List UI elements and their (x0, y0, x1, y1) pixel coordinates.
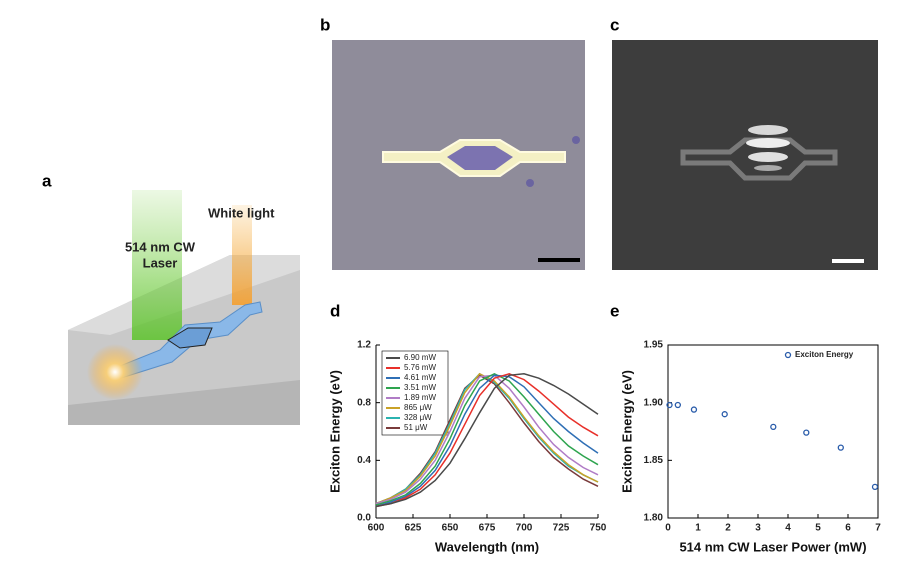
legend-box (381, 350, 449, 436)
data-point (837, 444, 844, 451)
spectrum-line (375, 374, 599, 505)
y-tick-label: 1.95 (644, 340, 664, 351)
spectrum-line (375, 372, 599, 506)
y-tick-label: 1.2 (357, 340, 371, 351)
x-tick-label: 5 (815, 523, 821, 534)
y-axis-label: Exciton Energy (eV) (619, 370, 634, 493)
x-tick-label: 6 (845, 523, 851, 534)
pl-image (612, 40, 878, 270)
panel-label: c (610, 15, 619, 34)
legend-label: 328 μW (404, 413, 432, 422)
data-point (674, 401, 681, 409)
legend-label: 6.90 mW (404, 353, 436, 362)
y-tick-label: 0.8 (357, 397, 371, 408)
spectrum-line (375, 373, 599, 508)
y-tick-label: 1.90 (644, 397, 664, 408)
x-tick-label: 725 (553, 523, 570, 534)
legend-label: 51 μW (404, 423, 428, 432)
x-tick-label: 4 (785, 523, 791, 534)
legend-label: 865 μW (404, 403, 432, 412)
legend-label: 5.76 mW (404, 363, 436, 372)
data-point (803, 429, 810, 436)
panel-label: d (330, 301, 340, 320)
data-point (721, 411, 728, 418)
x-tick-label: 675 (479, 523, 496, 534)
legend-label: 1.89 mW (404, 393, 436, 402)
x-tick-label: 1 (695, 523, 701, 534)
x-tick-label: 0 (665, 523, 671, 534)
x-tick-label: 625 (405, 523, 422, 534)
panel-label: a (42, 171, 52, 190)
x-axis-label: 514 nm CW Laser Power (mW) (679, 539, 866, 554)
data-point (690, 406, 698, 413)
x-axis-label: Wavelength (nm) (435, 539, 539, 554)
y-axis-label: Exciton Energy (eV) (327, 370, 342, 493)
data-point (871, 483, 879, 491)
y-tick-label: 1.85 (644, 455, 664, 466)
x-tick-label: 600 (368, 523, 385, 534)
data-point (666, 401, 673, 409)
plot-frame (667, 344, 879, 519)
y-tick-label: 0.0 (357, 513, 371, 524)
legend-label: 4.61 mW (404, 373, 436, 382)
x-tick-label: 750 (590, 523, 607, 534)
legend-label: Exciton Energy (795, 350, 854, 359)
spectrum-line (375, 374, 599, 508)
x-tick-label: 3 (755, 523, 761, 534)
x-tick-label: 650 (442, 523, 459, 534)
white-light-label: White light (208, 205, 275, 220)
illustration: White light 514 nm CW Laser (68, 190, 300, 425)
spectrum-line (375, 373, 599, 508)
data-point (770, 423, 777, 431)
y-tick-label: 1.80 (644, 513, 664, 524)
y-tick-label: 0.4 (357, 455, 371, 466)
optical-image (332, 40, 585, 270)
x-tick-label: 700 (516, 523, 533, 534)
legend-label: 3.51 mW (404, 383, 436, 392)
panel-label: e (610, 301, 619, 320)
x-tick-label: 7 (875, 523, 881, 534)
laser-label: 514 nm CW (125, 239, 196, 254)
panel-label: b (320, 15, 330, 34)
x-tick-label: 2 (725, 523, 731, 534)
laser-label: Laser (143, 255, 178, 270)
legend-marker (784, 351, 792, 359)
